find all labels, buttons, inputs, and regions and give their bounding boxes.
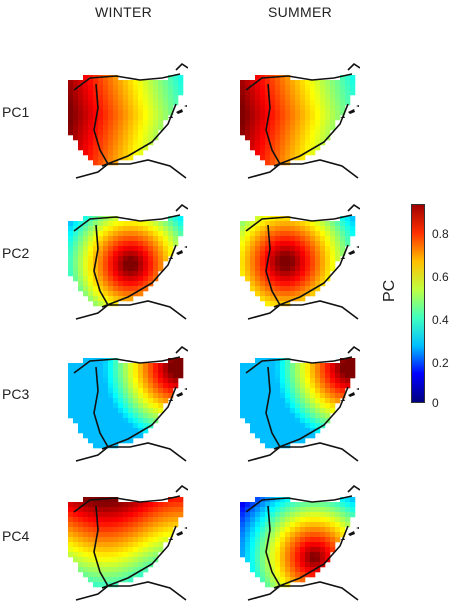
coastline — [73, 62, 188, 179]
map-heatmap-cells — [240, 497, 356, 588]
column-title-winter: WINTER — [95, 4, 153, 20]
map-summer-pc2 — [240, 201, 360, 323]
balearic-islands — [168, 388, 187, 401]
balearic-islands — [340, 105, 359, 118]
map-heatmap-cells — [68, 75, 184, 166]
map-svg — [68, 203, 188, 320]
map-winter-pc3 — [68, 343, 188, 465]
coastline — [245, 203, 360, 320]
row-label-pc2: PC2 — [2, 245, 30, 261]
map-summer-pc4 — [240, 482, 360, 604]
colorbar-tick-0: 0 — [432, 396, 439, 410]
map-summer-pc1 — [240, 60, 360, 182]
map-svg — [240, 484, 360, 601]
balearic-islands — [340, 246, 359, 259]
colorbar-tick-04: 0.4 — [432, 313, 449, 327]
coastline — [73, 203, 188, 320]
map-heatmap-cells — [68, 497, 184, 588]
coastline — [245, 345, 360, 462]
coastline — [73, 484, 188, 601]
colorbar-tick-06: 0.6 — [432, 270, 449, 284]
colorbar — [411, 204, 425, 403]
map-summer-pc3 — [240, 343, 360, 465]
map-winter-pc4 — [68, 482, 188, 604]
coastline — [73, 345, 188, 462]
row-label-pc1: PC1 — [2, 104, 30, 120]
map-heatmap-cells — [240, 358, 356, 449]
map-heatmap-cells — [240, 216, 356, 307]
map-winter-pc2 — [68, 201, 188, 323]
map-svg — [68, 345, 188, 462]
map-svg — [240, 345, 360, 462]
map-svg — [68, 484, 188, 601]
map-svg — [240, 62, 360, 179]
balearic-islands — [168, 527, 187, 540]
coastline — [245, 484, 360, 601]
balearic-islands — [168, 246, 187, 259]
map-winter-pc1 — [68, 60, 188, 182]
balearic-islands — [168, 105, 187, 118]
column-title-summer: SUMMER — [268, 4, 333, 20]
coastline — [245, 62, 360, 179]
map-svg — [240, 203, 360, 320]
map-svg — [68, 62, 188, 179]
map-heatmap-cells — [240, 75, 356, 166]
row-label-pc3: PC3 — [2, 386, 30, 402]
map-heatmap-cells — [68, 358, 184, 449]
balearic-islands — [340, 527, 359, 540]
colorbar-tick-08: 0.8 — [432, 227, 449, 241]
colorbar-tick-02: 0.2 — [432, 356, 449, 370]
colorbar-label: PC — [381, 279, 398, 302]
balearic-islands — [340, 388, 359, 401]
row-label-pc4: PC4 — [2, 528, 30, 544]
map-heatmap-cells — [68, 216, 184, 307]
